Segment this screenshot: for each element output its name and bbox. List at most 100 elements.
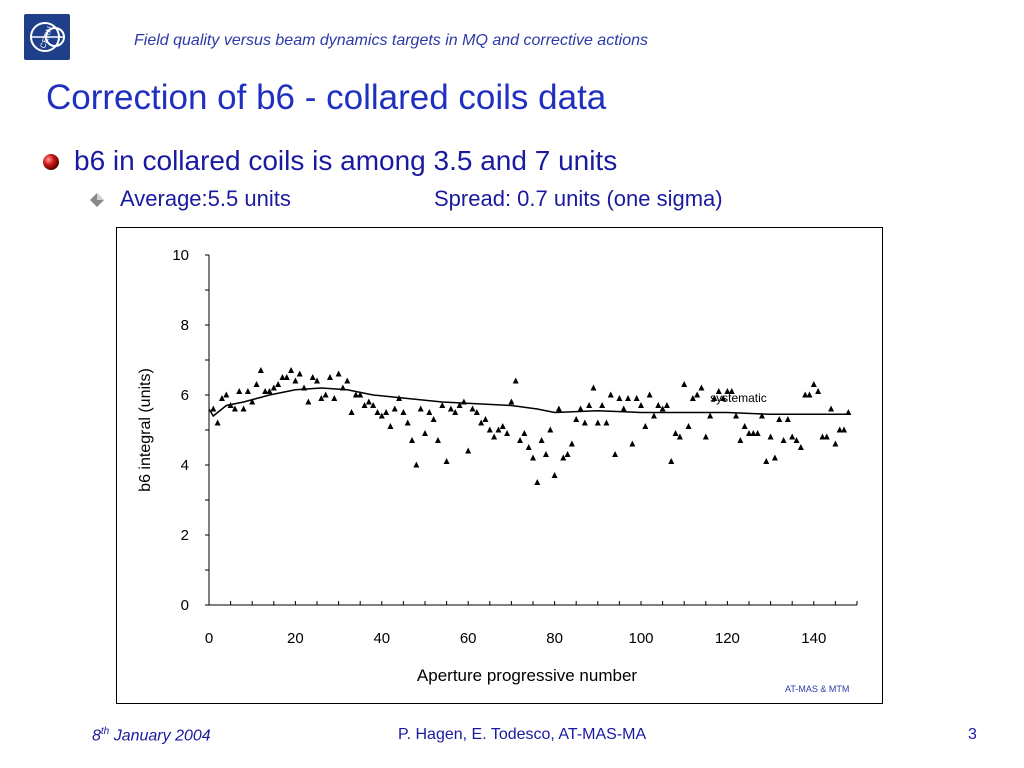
- data-point-triangle: [417, 405, 424, 412]
- data-point-triangle: [655, 402, 662, 408]
- data-point-triangle: [348, 409, 355, 415]
- data-point-triangle: [746, 430, 752, 436]
- data-point-triangle: [331, 395, 338, 401]
- data-point-triangle: [465, 447, 472, 454]
- y-tick-label: 6: [181, 387, 189, 404]
- data-point-triangle: [266, 388, 273, 394]
- data-point-triangle: [534, 479, 541, 485]
- data-point-triangle: [374, 409, 381, 415]
- data-point-triangle: [292, 377, 299, 384]
- data-point-triangle: [530, 454, 536, 461]
- data-point-triangle: [326, 374, 333, 380]
- slide-header: Field quality versus beam dynamics targe…: [134, 32, 648, 49]
- data-point-triangle: [767, 433, 774, 440]
- data-point-triangle: [581, 419, 588, 426]
- data-point-triangle: [279, 374, 286, 380]
- data-point-triangle: [625, 395, 632, 401]
- x-tick-label: 120: [715, 630, 740, 647]
- systematic-annotation: systematic: [710, 391, 767, 405]
- data-point-triangle: [542, 451, 549, 457]
- data-point-triangle: [646, 391, 653, 398]
- data-point-triangle: [275, 381, 282, 387]
- y-tick-label: 10: [172, 247, 189, 264]
- data-point-triangle: [784, 416, 791, 422]
- data-point-triangle: [478, 419, 485, 426]
- red-bullet-icon: [43, 154, 59, 170]
- data-point-triangle: [344, 377, 351, 384]
- data-point-triangle: [573, 416, 580, 422]
- data-point-triangle: [694, 391, 701, 398]
- data-point-triangle: [365, 398, 372, 405]
- data-point-triangle: [426, 409, 433, 415]
- data-point-triangle: [832, 440, 839, 447]
- data-point-triangle: [409, 437, 416, 443]
- data-point-triangle: [612, 451, 619, 457]
- data-point-triangle: [707, 412, 714, 419]
- data-point-triangle: [447, 405, 454, 412]
- data-point-triangle: [482, 416, 489, 422]
- date-day: 8: [92, 727, 101, 745]
- data-point-triangle: [789, 433, 796, 440]
- data-point-triangle: [720, 395, 727, 401]
- data-point-triangle: [607, 391, 614, 398]
- data-point-triangle: [681, 381, 688, 387]
- chart-credit: AT-MAS & MTM: [785, 684, 849, 694]
- data-point-triangle: [305, 398, 312, 405]
- x-tick-label: 60: [460, 630, 477, 647]
- data-point-triangle: [555, 405, 562, 412]
- data-point-triangle: [361, 402, 368, 408]
- data-point-triangle: [473, 409, 480, 415]
- data-point-triangle: [413, 461, 420, 468]
- data-point-triangle: [737, 437, 744, 443]
- data-point-triangle: [486, 426, 493, 433]
- data-point-triangle: [836, 426, 843, 433]
- data-point-triangle: [404, 419, 411, 426]
- data-point-triangle: [711, 395, 718, 401]
- spread-text: Spread: 0.7 units (one sigma): [434, 186, 723, 211]
- data-point-triangle: [797, 444, 804, 450]
- data-point-triangle: [603, 419, 610, 426]
- data-point-triangle: [642, 423, 649, 429]
- data-point-triangle: [672, 430, 679, 436]
- data-point-triangle: [452, 409, 459, 415]
- data-point-triangle: [525, 444, 532, 450]
- data-point-triangle: [616, 395, 623, 401]
- data-point-triangle: [491, 433, 498, 440]
- data-point-triangle: [728, 388, 735, 394]
- data-point-triangle: [370, 402, 377, 408]
- data-point-triangle: [650, 412, 657, 419]
- data-point-triangle: [378, 412, 385, 419]
- cern-logo-icon: CERN: [30, 22, 65, 52]
- data-point-triangle: [240, 405, 247, 412]
- systematic-line: [208, 387, 849, 418]
- data-point-triangle: [504, 430, 511, 436]
- data-point-triangle: [352, 391, 359, 398]
- data-point-triangle: [685, 423, 692, 429]
- date-sup: th: [100, 726, 110, 737]
- data-point-triangle: [793, 437, 800, 443]
- data-point-triangle: [456, 402, 463, 408]
- data-point-triangle: [499, 423, 506, 429]
- data-point-triangle: [780, 437, 787, 443]
- data-point-triangle: [845, 409, 852, 415]
- data-point-triangle: [214, 419, 221, 426]
- footer-authors: P. Hagen, E. Todesco, AT-MAS-MA: [398, 726, 647, 743]
- data-point-triangle: [633, 395, 640, 401]
- data-point-triangle: [357, 391, 364, 398]
- data-point-triangle: [439, 402, 446, 408]
- data-point-triangle: [517, 437, 524, 443]
- data-point-triangle: [538, 437, 545, 443]
- data-point-triangle: [391, 405, 398, 412]
- data-point-triangle: [668, 458, 675, 464]
- data-point-triangle: [577, 405, 584, 412]
- data-point-triangle: [763, 458, 770, 464]
- data-point-triangle: [776, 416, 783, 422]
- data-point-triangle: [249, 398, 256, 405]
- data-point-triangle: [810, 381, 817, 387]
- data-point-triangle: [262, 388, 269, 394]
- data-point-triangle: [508, 398, 515, 405]
- data-point-triangle: [750, 430, 757, 436]
- x-tick-label: 80: [546, 630, 563, 647]
- data-point-triangle: [270, 384, 277, 391]
